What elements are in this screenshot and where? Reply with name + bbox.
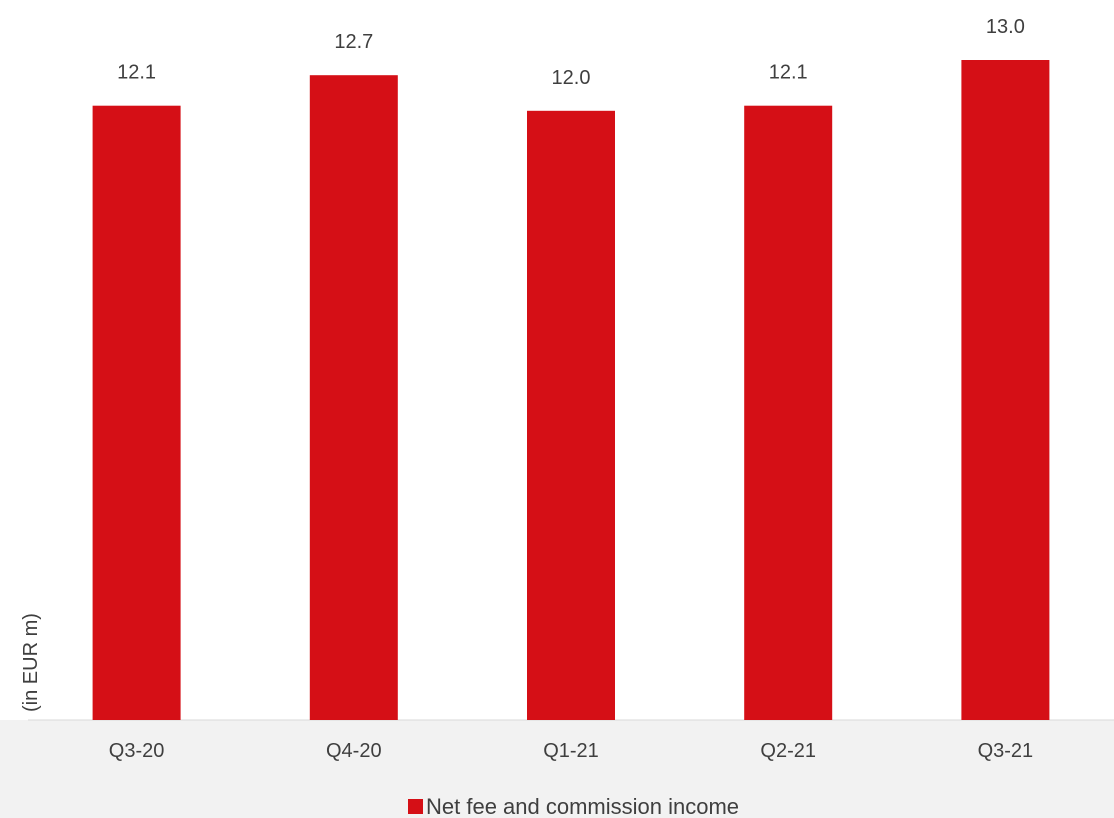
bar-q3-21: [961, 60, 1050, 720]
x-tick-q3-20: Q3-20: [109, 740, 165, 762]
legend: Net fee and commission income: [408, 794, 739, 818]
axis-band: [0, 720, 1114, 818]
bars-group: [92, 60, 1050, 721]
legend-swatch: [408, 799, 423, 814]
x-tick-q4-20: Q4-20: [326, 740, 382, 762]
legend-label: Net fee and commission income: [426, 794, 739, 818]
bar-q1-21: [527, 110, 615, 721]
data-label-q4-20: 12.7: [334, 31, 373, 53]
data-label-q3-20: 12.1: [117, 62, 156, 84]
data-label-q1-21: 12.0: [552, 67, 591, 89]
x-tick-q3-21: Q3-21: [978, 740, 1034, 762]
x-tick-labels-group: Q3-20 Q4-20 Q1-21 Q2-21 Q3-21: [109, 740, 1033, 762]
bar-q2-21: [744, 105, 833, 720]
data-label-q3-21: 13.0: [986, 16, 1025, 38]
x-tick-q1-21: Q1-21: [543, 740, 599, 762]
bar-q4-20: [309, 75, 398, 720]
x-tick-q2-21: Q2-21: [760, 740, 816, 762]
data-labels-group: 12.1 12.7 12.0 12.1 13.0: [117, 16, 1025, 89]
bar-q3-20: [92, 105, 181, 720]
y-axis-title: (in EUR m): [20, 613, 42, 712]
data-label-q2-21: 12.1: [769, 62, 808, 84]
